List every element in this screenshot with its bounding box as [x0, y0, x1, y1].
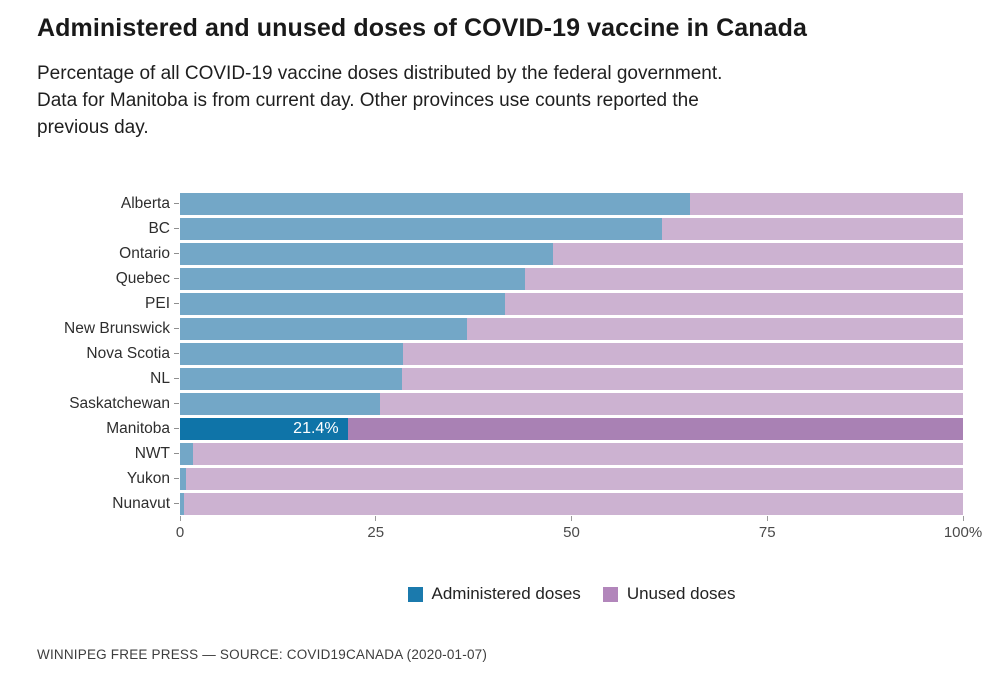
- y-tick-mark: [174, 228, 179, 229]
- unused-segment: [180, 192, 963, 215]
- unused-segment: [180, 292, 963, 315]
- category-label: Nova Scotia: [86, 344, 170, 362]
- administered-segment: [180, 467, 187, 490]
- y-tick-mark: [174, 303, 179, 304]
- x-tick-label: 50: [563, 524, 580, 541]
- bar-chart: Alberta BC Ontario Quebec PEI New Brunswick No…: [0, 191, 1000, 516]
- unused-segment: [180, 342, 963, 365]
- legend-swatch-icon: [407, 586, 423, 602]
- administered-segment: [180, 192, 690, 215]
- bar-row: Nova Scotia: [0, 341, 1000, 366]
- x-tick-mark: [962, 516, 964, 521]
- administered-segment: [180, 342, 404, 365]
- legend-item: Administered doses: [407, 584, 581, 604]
- y-tick-mark: [174, 203, 179, 204]
- unused-segment: [180, 442, 963, 465]
- administered-segment: [180, 367, 402, 390]
- category-label: Yukon: [126, 469, 170, 487]
- unused-segment: [180, 242, 963, 265]
- bar-row: Yukon: [0, 466, 1000, 491]
- unused-segment: [180, 267, 963, 290]
- x-tick-label: 0: [175, 524, 185, 541]
- y-tick-mark: [174, 328, 179, 329]
- administered-segment: [180, 217, 662, 240]
- category-label: NL: [150, 369, 170, 387]
- category-label: BC: [148, 219, 170, 237]
- x-tick-mark: [179, 516, 181, 521]
- x-tick-label: 25: [367, 524, 385, 541]
- subtitle-line: previous day.: [37, 117, 149, 138]
- y-tick-mark: [174, 353, 179, 354]
- y-tick-mark: [174, 453, 179, 454]
- bar-row: Saskatchewan: [0, 391, 1000, 416]
- plot-area: Alberta BC Ontario Quebec PEI New Brunswick No…: [0, 191, 1000, 516]
- unused-segment: [180, 492, 963, 515]
- administered-segment: [180, 292, 505, 315]
- bar-row: BC: [0, 216, 1000, 241]
- category-label: NWT: [134, 444, 170, 462]
- source-attribution: WINNIPEG FREE PRESS — SOURCE: COVID19CAN…: [37, 647, 488, 662]
- bar-row: Quebec: [0, 266, 1000, 291]
- category-label: Alberta: [120, 194, 170, 212]
- bar-row: Manitoba 21.4%: [0, 416, 1000, 441]
- category-label: New Brunswick: [64, 319, 170, 337]
- administered-segment: [180, 492, 184, 515]
- x-tick-label: 75: [758, 524, 776, 541]
- bar-row: PEI: [0, 291, 1000, 316]
- legend-label: Administered doses: [431, 584, 581, 603]
- unused-segment: [180, 317, 963, 340]
- y-tick-mark: [174, 378, 179, 379]
- bar-row: Nunavut: [0, 491, 1000, 516]
- y-tick-mark: [174, 428, 179, 429]
- administered-segment: [180, 242, 554, 265]
- bar-value-label: 21.4%: [293, 419, 339, 437]
- category-label: Saskatchewan: [69, 394, 170, 412]
- category-label: Ontario: [119, 244, 170, 262]
- x-tick-mark: [571, 516, 572, 521]
- bar-row: NWT: [0, 441, 1000, 466]
- y-tick-mark: [174, 503, 179, 504]
- unused-segment: [180, 217, 963, 240]
- y-tick-mark: [174, 278, 179, 279]
- chart-subtitle: Percentage of all COVID-19 vaccine doses…: [37, 60, 957, 141]
- administered-segment: [180, 317, 468, 340]
- x-tick-mark: [375, 516, 377, 521]
- page-title: Administered and unused doses of COVID-1…: [37, 14, 807, 42]
- administered-segment: 21.4%: [180, 417, 348, 440]
- y-tick-mark: [174, 403, 179, 404]
- category-label: Nunavut: [112, 494, 170, 512]
- category-label: Quebec: [115, 269, 170, 287]
- bar-row: NL: [0, 366, 1000, 391]
- y-tick-mark: [174, 253, 179, 254]
- administered-segment: [180, 267, 525, 290]
- unused-segment: [180, 467, 963, 490]
- bar-row: Alberta: [0, 191, 1000, 216]
- category-label: Manitoba: [106, 419, 170, 437]
- unused-segment: [180, 367, 963, 390]
- legend-item: Unused doses: [602, 584, 736, 604]
- subtitle-line: Data for Manitoba is from current day. O…: [37, 90, 699, 111]
- x-tick-mark: [766, 516, 768, 521]
- category-label: PEI: [145, 294, 170, 312]
- bar-row: Ontario: [0, 241, 1000, 266]
- bar-row: New Brunswick: [0, 316, 1000, 341]
- legend-label: Unused doses: [626, 584, 736, 603]
- unused-segment: 21.4%: [180, 417, 963, 440]
- administered-segment: [180, 392, 380, 415]
- x-tick-label: 100%: [943, 524, 983, 541]
- administered-segment: [180, 442, 194, 465]
- x-axis: 0 25 50 75 100%: [176, 516, 982, 546]
- unused-segment: [180, 392, 963, 415]
- legend-swatch-icon: [602, 586, 618, 602]
- chart-legend: Administered doses Unused doses: [180, 584, 963, 604]
- subtitle-line: Percentage of all COVID-19 vaccine doses…: [37, 63, 723, 84]
- y-tick-mark: [174, 478, 179, 479]
